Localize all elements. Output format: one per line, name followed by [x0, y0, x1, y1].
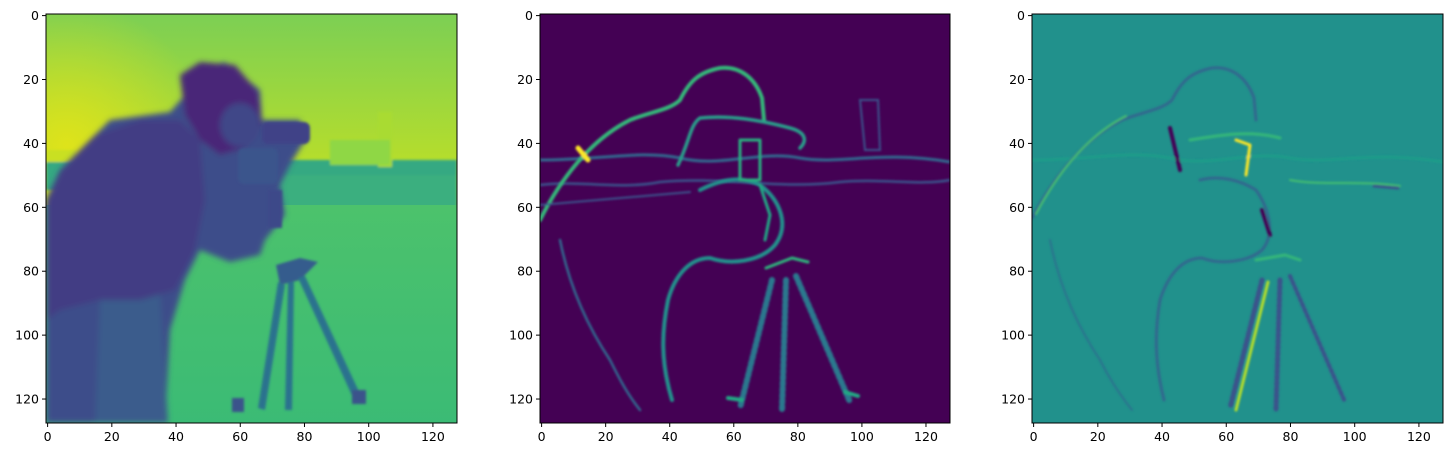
panel-2-y-tick-label: 20 [517, 72, 533, 87]
panel-1-frame [45, 13, 458, 424]
panel-2-x-tick-label: 40 [662, 429, 678, 444]
panel-2-x-tick-label: 20 [598, 429, 614, 444]
panel-1-x-tick-label: 0 [44, 429, 52, 444]
panel-1-x-tick-label: 100 [357, 429, 381, 444]
panel-3-y-tick-label: 120 [1001, 392, 1025, 407]
panel-2-x-tick-label: 0 [538, 429, 546, 444]
panel-3-image [1032, 14, 1443, 423]
panel-2-x-tick-label: 80 [790, 429, 806, 444]
panel-2-x-tick-label: 120 [914, 429, 938, 444]
panel-3-y-tick-label: 0 [1017, 8, 1025, 23]
panel-2-image [540, 14, 950, 423]
panel-2-y-tick-label: 120 [509, 392, 533, 407]
panel-3-y-tick-label: 80 [1009, 264, 1025, 279]
panel-2-y-tick-label: 60 [517, 200, 533, 215]
panel-1-y-tick-label: 40 [23, 136, 39, 151]
panel-2-y-tick-label: 100 [509, 328, 533, 343]
panel-3-x-tick-label: 20 [1090, 429, 1106, 444]
panel-1-x-tick-label: 120 [421, 429, 445, 444]
panel-1-y-tick-label: 0 [31, 8, 39, 23]
panel-1-image [46, 14, 457, 423]
panel-1-x-tick-label: 20 [104, 429, 120, 444]
panel-3-y-tick-label: 20 [1009, 72, 1025, 87]
panel-1-y-tick-label: 80 [23, 264, 39, 279]
panel-1-y-tick-label: 100 [15, 328, 39, 343]
panel-3-x-tick-label: 100 [1343, 429, 1367, 444]
panel-2-x-tick-label: 60 [726, 429, 742, 444]
panel-1-x-tick-label: 80 [297, 429, 313, 444]
panel-3-x-tick-label: 80 [1283, 429, 1299, 444]
panel-3-x-tick-label: 120 [1407, 429, 1431, 444]
panel-2-frame [539, 13, 951, 424]
panel-1-y-tick-label: 60 [23, 200, 39, 215]
panel-2-y-tick-label: 80 [517, 264, 533, 279]
panel-3-x-tick-label: 0 [1030, 429, 1038, 444]
panel-3-y-tick-label: 60 [1009, 200, 1025, 215]
panel-1-x-tick-label: 40 [168, 429, 184, 444]
axes-layer: 0 20 40 60 80 100 120 0 20 40 60 80 100 120 0 20 40 60 80 1… [15, 8, 1431, 444]
panel-1-y-tick-label: 20 [23, 72, 39, 87]
panel-3-frame [1031, 13, 1444, 424]
panel-3-x-tick-label: 40 [1154, 429, 1170, 444]
panel-1-x-tick-label: 60 [232, 429, 248, 444]
panel-2-x-tick-label: 100 [850, 429, 874, 444]
panel-1-y-tick-label: 120 [15, 392, 39, 407]
panel-2-y-tick-label: 0 [525, 8, 533, 23]
panel-3-y-tick-label: 100 [1001, 328, 1025, 343]
panel-2-y-tick-label: 40 [517, 136, 533, 151]
panel-3-x-tick-label: 60 [1218, 429, 1234, 444]
panel-3-y-tick-label: 40 [1009, 136, 1025, 151]
